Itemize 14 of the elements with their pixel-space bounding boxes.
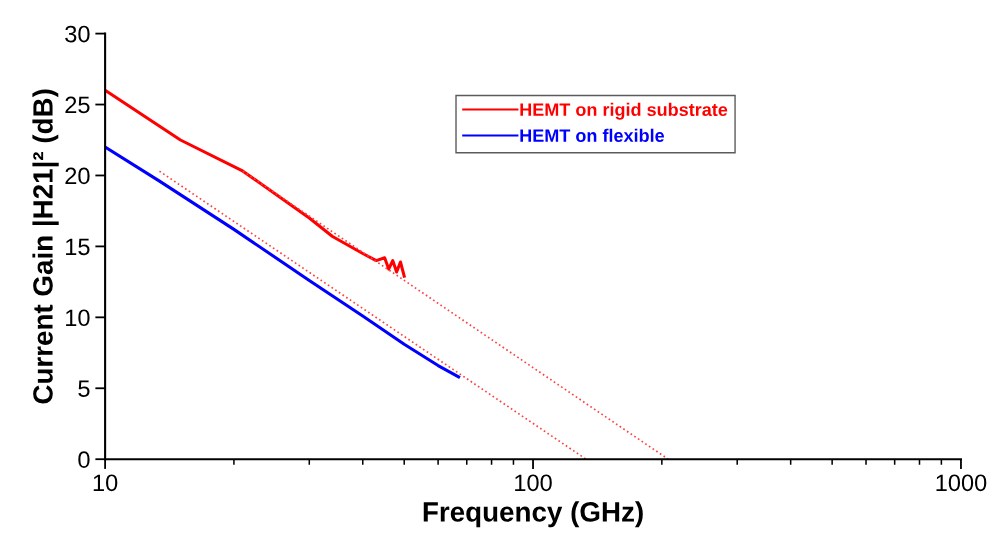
y-tick-label: 30 [65,25,90,43]
legend-label: HEMT on flexible [520,128,665,142]
x-tick-label: 10 [93,474,118,492]
x-tick-label: 100 [515,474,552,492]
x-axis-title: Frequency (GHz) [423,501,643,528]
x-tick-label: 1000 [936,474,987,492]
y-tick-label: 5 [78,380,90,398]
y-tick-label: 0 [78,451,90,468]
y-tick-label: 10 [66,309,90,327]
y-axis-title: Current Gain |H21|² (dB) [32,89,59,404]
y-tick-label: 15 [66,238,90,256]
y-tick-label: 20 [65,167,90,185]
legend-label: HEMT on rigid substrate [520,102,728,120]
y-tick-label: 25 [65,96,90,114]
